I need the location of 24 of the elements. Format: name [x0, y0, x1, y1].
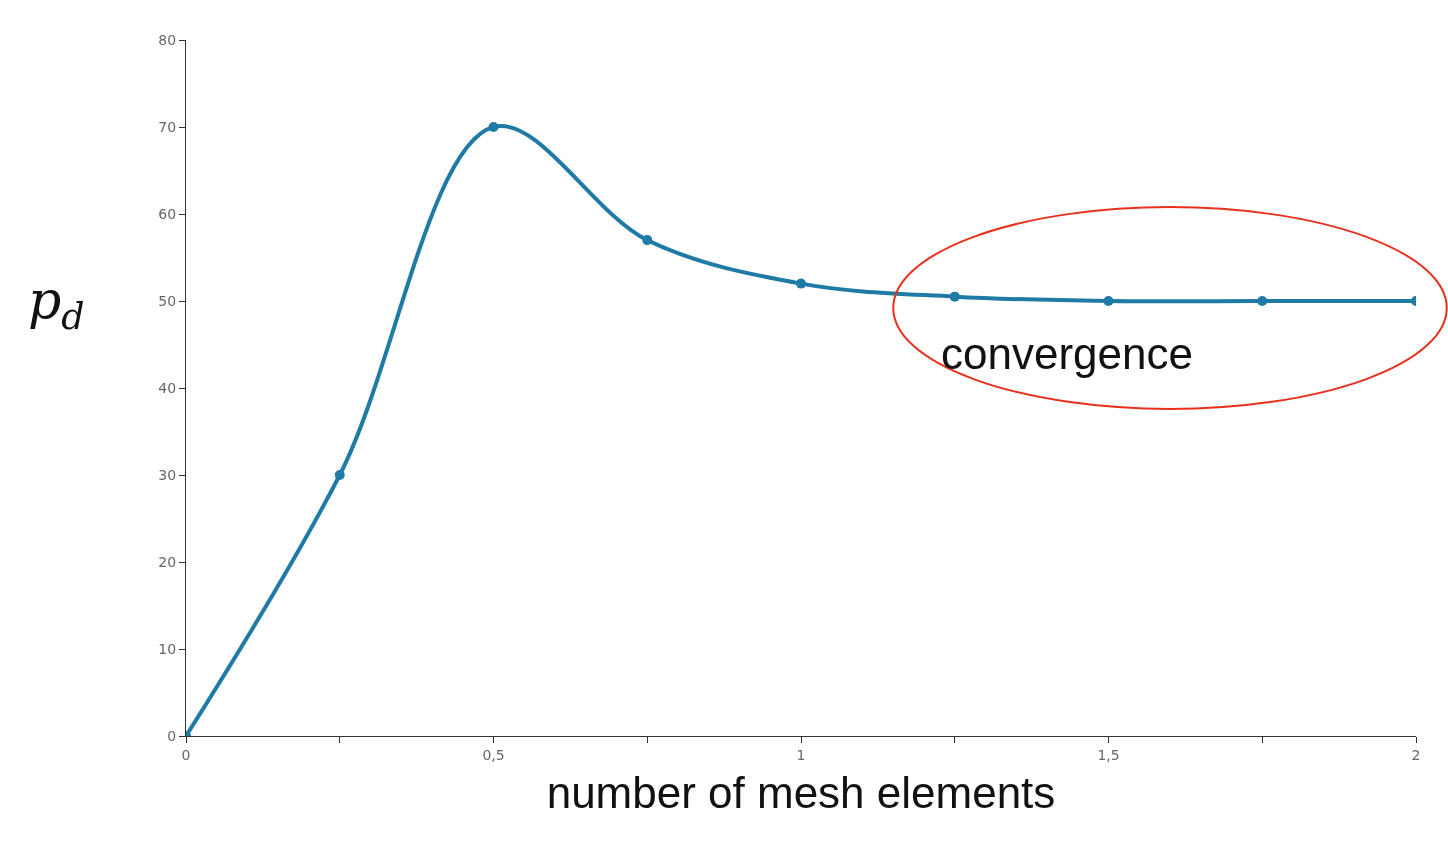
point: [796, 278, 806, 289]
y-tick-label: 20: [158, 553, 177, 570]
y-axis-title: p$_{d}$: [28, 270, 85, 338]
x-axis-title: number of mesh elements: [546, 768, 1056, 818]
point: [949, 291, 960, 302]
x-tick-label: 0,5: [482, 746, 505, 763]
annotation: convergence: [941, 329, 1193, 378]
point: [1103, 296, 1114, 306]
y-tick-label: 60: [158, 205, 177, 222]
x-tick-label: 1,5: [1097, 746, 1120, 763]
x-tick-label: 2: [1411, 746, 1421, 763]
y-tick-label: 30: [158, 466, 177, 483]
y-tick-label: 50: [158, 292, 177, 309]
x-tick-label: 1: [796, 746, 806, 763]
y-tick-label: 40: [158, 379, 177, 396]
point: [488, 122, 499, 132]
point: [642, 235, 653, 246]
y-tick-label: 70: [158, 118, 177, 135]
point: [334, 470, 345, 480]
y-tick-label: 0: [167, 727, 177, 744]
x-tick-label: 0: [181, 746, 191, 763]
point: [1257, 296, 1268, 306]
y-tick-label: 80: [158, 31, 177, 48]
y-tick-label: 10: [158, 640, 177, 657]
